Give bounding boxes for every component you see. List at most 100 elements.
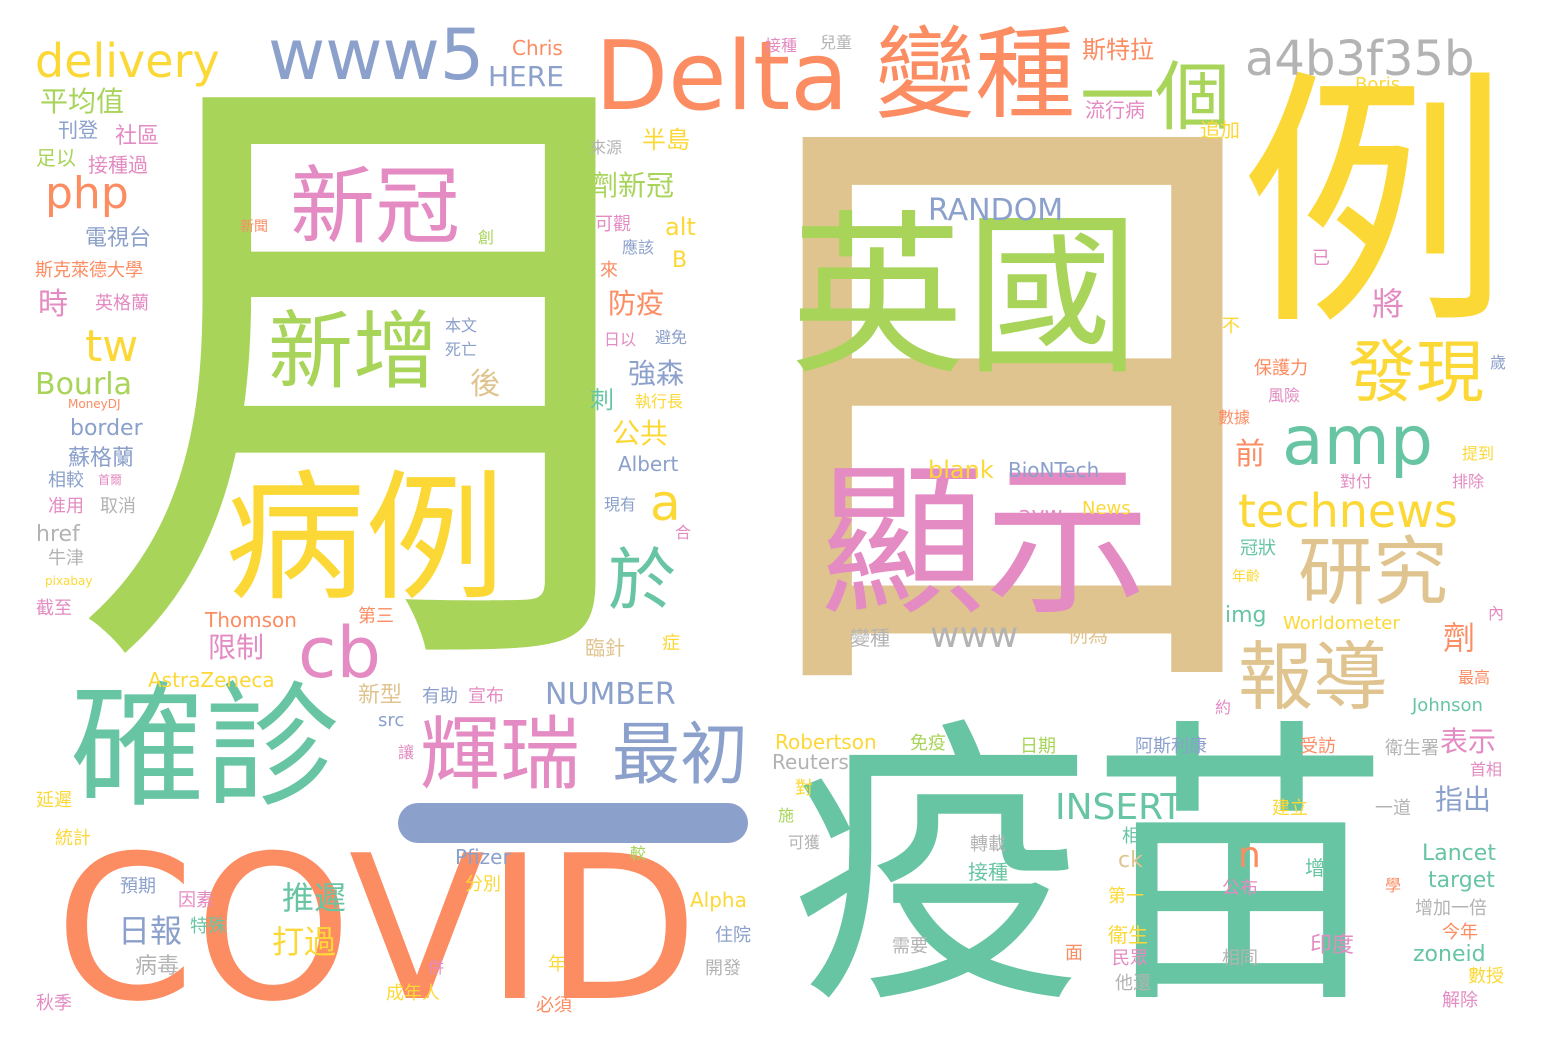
word-shi: 時: [38, 287, 68, 322]
word-www5: www5: [268, 14, 485, 96]
word-nian: 年: [548, 954, 566, 975]
word-duifu: 對付: [1340, 472, 1373, 491]
word-yige: 一個: [1080, 53, 1231, 141]
word-target: target: [1428, 868, 1495, 893]
word-liuxingbing: 流行病: [1085, 98, 1145, 122]
word-ck: ck: [1118, 848, 1143, 873]
word-weisheng: 衛生: [1108, 923, 1148, 947]
word-zoneid: zoneid: [1413, 942, 1486, 967]
word-disan: 第三: [358, 606, 394, 627]
word-gongbu: 公布: [1222, 878, 1258, 899]
word-qiuji: 秋季: [36, 993, 72, 1014]
word-zuyi: 足以: [36, 146, 76, 170]
word-biaoshi: 表示: [1440, 725, 1497, 758]
word-bimian: 避免: [655, 328, 688, 347]
word-yinsu: 因素: [178, 890, 214, 911]
word-asilikang: 阿斯利康: [1135, 736, 1207, 757]
word-technews: technews: [1238, 484, 1458, 538]
word-bianzhong: 變種: [875, 16, 1075, 133]
word-shequ: 社區: [115, 124, 160, 149]
word-chengnianren: 成年人: [386, 983, 440, 1004]
word-chuang: 創: [478, 228, 495, 247]
word-delivery: delivery: [35, 34, 220, 88]
word-thomson: Thomson: [205, 608, 297, 632]
word-zhixingzhang: 執行長: [635, 392, 684, 411]
word-sugelan: 蘇格蘭: [68, 446, 135, 471]
word-liwei: 例為: [1068, 623, 1108, 647]
word-keguan: 可觀: [595, 214, 631, 235]
word-xiangtong: 相同: [1222, 948, 1258, 969]
word-number: NUMBER: [545, 677, 676, 712]
word-zengjiayibei: 增加一倍: [1415, 898, 1487, 919]
word-blank: blank: [928, 456, 994, 484]
word-insert: INSERT: [1055, 787, 1183, 828]
cloud-stroke-bar: [398, 803, 748, 843]
word-jiezhong-a: 接種: [968, 860, 1008, 884]
word-youzhu: 有助: [422, 686, 458, 707]
word-fenbie: 分別: [465, 874, 501, 895]
word-fangyi: 防疫: [608, 287, 665, 320]
word-quxiao: 取消: [100, 496, 136, 517]
word-shuju: 數據: [1218, 408, 1251, 427]
word-zheng: 症: [662, 633, 680, 654]
word-worldometer: Worldometer: [1283, 613, 1400, 634]
word-yindu: 印度: [1310, 933, 1355, 958]
word-random: RANDOM: [928, 193, 1064, 228]
word-minzhong: 民眾: [1112, 948, 1148, 969]
word-dianshitai: 電視台: [85, 226, 152, 251]
word-jiezhongguo: 接種過: [88, 153, 148, 177]
word-xiangjiao: 相較: [48, 470, 84, 491]
word-robertson: Robertson: [775, 730, 877, 754]
word-xinxing: 新型: [358, 683, 403, 708]
word-n: n: [1238, 835, 1261, 876]
word-ri: 日: [690, 37, 1330, 782]
word-covid: COVID: [55, 813, 699, 1046]
word-bourla: Bourla: [35, 367, 133, 402]
word-xianshi: 顯示: [820, 446, 1150, 638]
word-chris: Chris: [512, 36, 563, 60]
word-xinzeng: 新增: [268, 303, 439, 402]
word-baohuli: 保護力: [1254, 358, 1308, 379]
word-mian: 面: [1065, 943, 1083, 964]
word-zhunyong: 准用: [48, 496, 84, 517]
word-boris: Boris: [1355, 74, 1401, 95]
word-li: 例: [1240, 47, 1510, 362]
word-paichu: 排除: [1452, 472, 1485, 491]
word-xue: 學: [1385, 876, 1402, 895]
word-weishengshu: 衛生署: [1385, 738, 1439, 759]
word-lai: 來: [600, 260, 618, 281]
word-yinggelan: 英格蘭: [95, 293, 149, 314]
word-niujin: 牛津: [48, 548, 84, 569]
word-kaifa: 開發: [705, 958, 741, 979]
word-huirui: 輝瑞: [420, 708, 580, 801]
word-pixabay: pixabay: [45, 574, 93, 588]
word-tongji: 統計: [55, 828, 91, 849]
word-jinnian: 今年: [1442, 922, 1478, 943]
word-jixinguan: 劑新冠: [590, 169, 675, 202]
word-diyi: 第一: [1108, 886, 1144, 907]
word-bing: 併: [428, 958, 445, 977]
word-astrazeneca: AstraZeneca: [148, 668, 275, 692]
word-xuyao: 需要: [892, 936, 928, 957]
word-www: www: [930, 615, 1019, 656]
word-yanchi: 延遲: [36, 790, 72, 811]
word-linzhen: 臨針: [585, 636, 625, 660]
word-delta: Delta: [595, 22, 849, 132]
word-faxian: 發現: [1348, 334, 1485, 413]
word-gonggong: 公共: [612, 417, 669, 450]
word-sitela: 斯特拉: [1082, 36, 1154, 64]
word-riqi: 日期: [1020, 736, 1056, 757]
word-lancet: Lancet: [1422, 841, 1496, 866]
word-dui: 對: [795, 778, 813, 799]
word-sui: 歲: [1490, 353, 1507, 372]
word-albert: Albert: [618, 452, 679, 476]
word-news: News: [1082, 498, 1131, 519]
word-yue: 月: [70, 7, 710, 752]
word-siwang: 死亡: [445, 340, 478, 359]
word-href: href: [36, 522, 80, 547]
word-johnson: Johnson: [1412, 695, 1483, 716]
word-border: border: [70, 416, 143, 441]
word-jiechu: 解除: [1442, 990, 1478, 1011]
word-benwen: 本文: [445, 316, 478, 335]
